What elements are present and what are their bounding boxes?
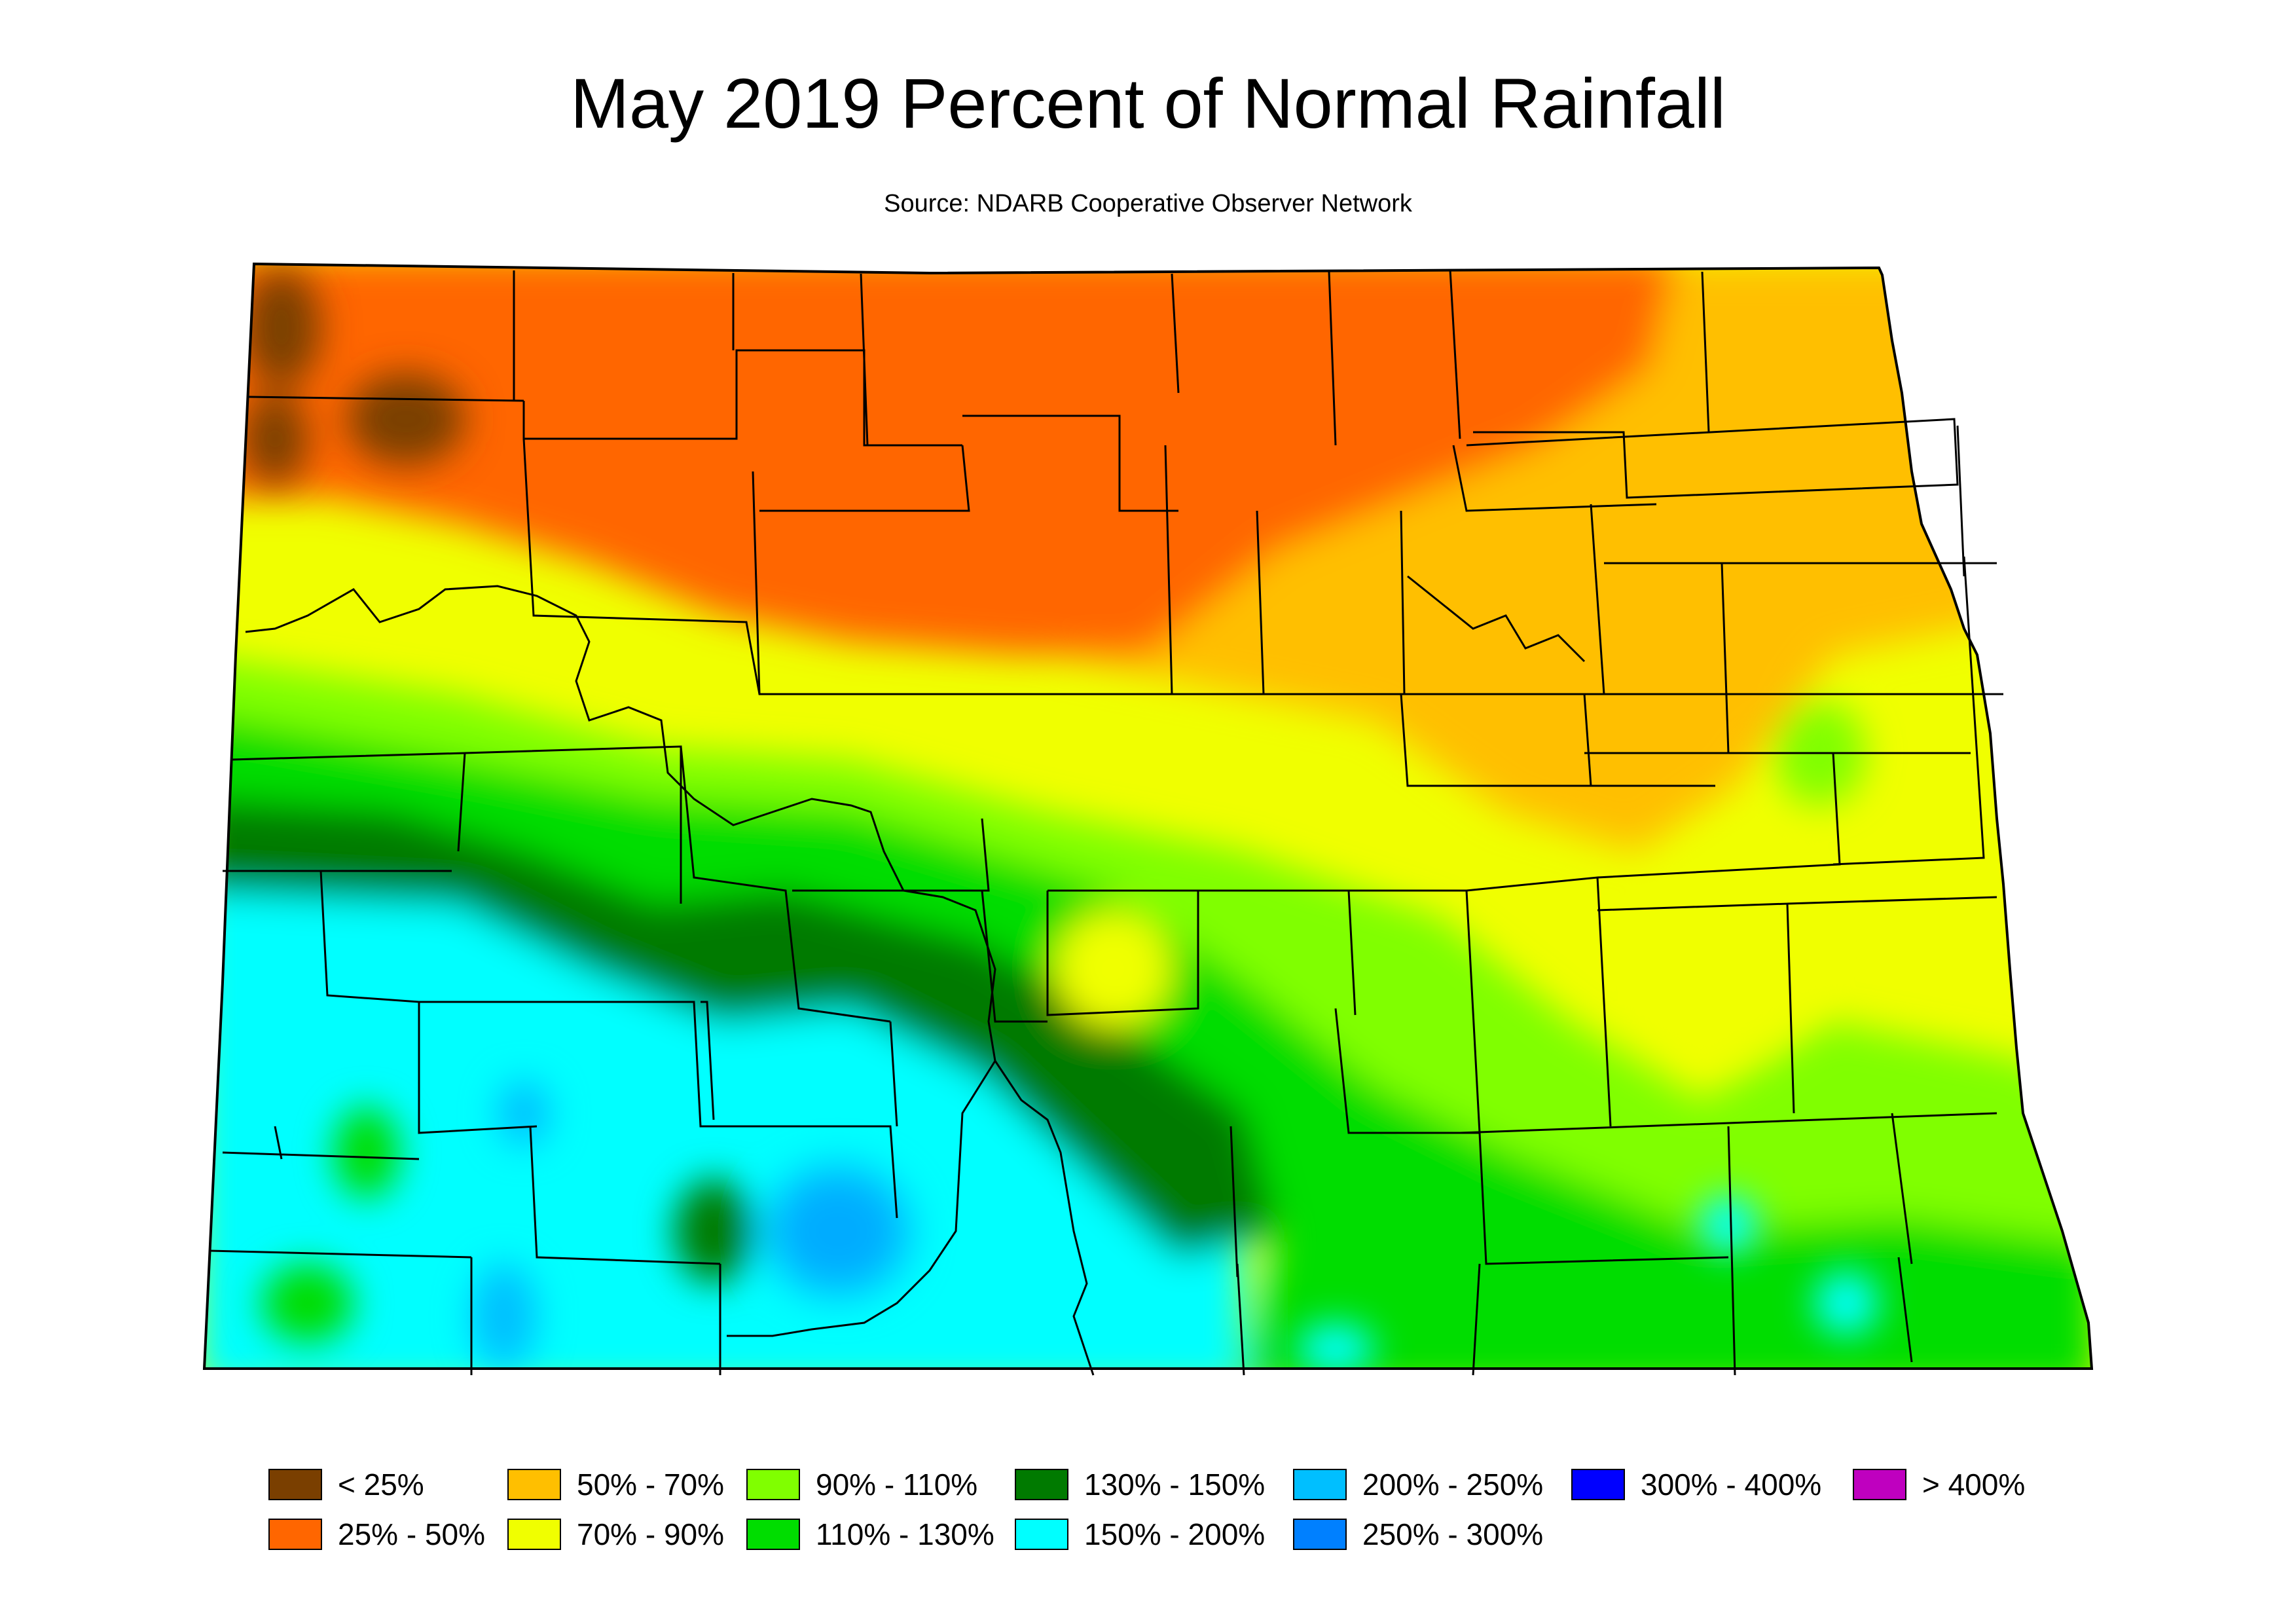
legend-swatch xyxy=(1015,1469,1068,1500)
legend-label: > 400% xyxy=(1922,1467,2026,1502)
legend-swatch xyxy=(746,1519,800,1550)
legend-label: 200% - 250% xyxy=(1362,1467,1544,1502)
legend-item-70-90: 70% - 90% xyxy=(507,1517,724,1552)
legend-swatch xyxy=(1853,1469,1906,1500)
legend-label: 90% - 110% xyxy=(816,1467,978,1502)
legend-item-300-400: 300% - 400% xyxy=(1571,1467,1821,1502)
legend-swatch xyxy=(507,1469,561,1500)
legend-item-110-130: 110% - 130% xyxy=(746,1517,994,1552)
legend-label: 150% - 200% xyxy=(1084,1517,1266,1551)
legend-label: < 25% xyxy=(338,1467,424,1502)
legend-item-25-50: 25% - 50% xyxy=(268,1517,485,1552)
legend-swatch xyxy=(746,1469,800,1500)
legend-label: 50% - 70% xyxy=(577,1467,725,1502)
legend-item-90-110: 90% - 110% xyxy=(746,1467,977,1502)
legend-item-150-200: 150% - 200% xyxy=(1015,1517,1265,1552)
legend-item-250-300: 250% - 300% xyxy=(1293,1517,1543,1552)
county-lines xyxy=(209,269,2003,1376)
map-title: May 2019 Percent of Normal Rainfall xyxy=(570,64,1726,143)
legend-swatch xyxy=(268,1469,322,1500)
legend-item-200-250: 200% - 250% xyxy=(1293,1467,1543,1502)
legend-item-gt-400: > 400% xyxy=(1853,1467,2025,1502)
rivers xyxy=(245,575,1586,1376)
legend-swatch xyxy=(1015,1519,1068,1550)
legend-label: 110% - 130% xyxy=(816,1517,994,1551)
legend-label: 250% - 300% xyxy=(1362,1517,1544,1551)
legend-swatch xyxy=(1293,1469,1347,1500)
legend-swatch xyxy=(1293,1519,1347,1550)
map-subtitle: Source: NDARB Cooperative Observer Netwo… xyxy=(884,190,1412,217)
legend-label: 25% - 50% xyxy=(338,1517,486,1551)
legend-item-130-150: 130% - 150% xyxy=(1015,1467,1265,1502)
legend-label: 300% - 400% xyxy=(1641,1467,1822,1502)
legend-swatch xyxy=(268,1519,322,1550)
legend-item-lt-25: < 25% xyxy=(268,1467,424,1502)
legend-label: 70% - 90% xyxy=(577,1517,725,1551)
state-outline xyxy=(202,262,2094,1370)
legend-swatch xyxy=(1571,1469,1625,1500)
legend-label: 130% - 150% xyxy=(1084,1467,1266,1502)
legend-swatch xyxy=(507,1519,561,1550)
legend-item-50-70: 50% - 70% xyxy=(507,1467,724,1502)
rainfall-zones xyxy=(204,264,2092,1369)
